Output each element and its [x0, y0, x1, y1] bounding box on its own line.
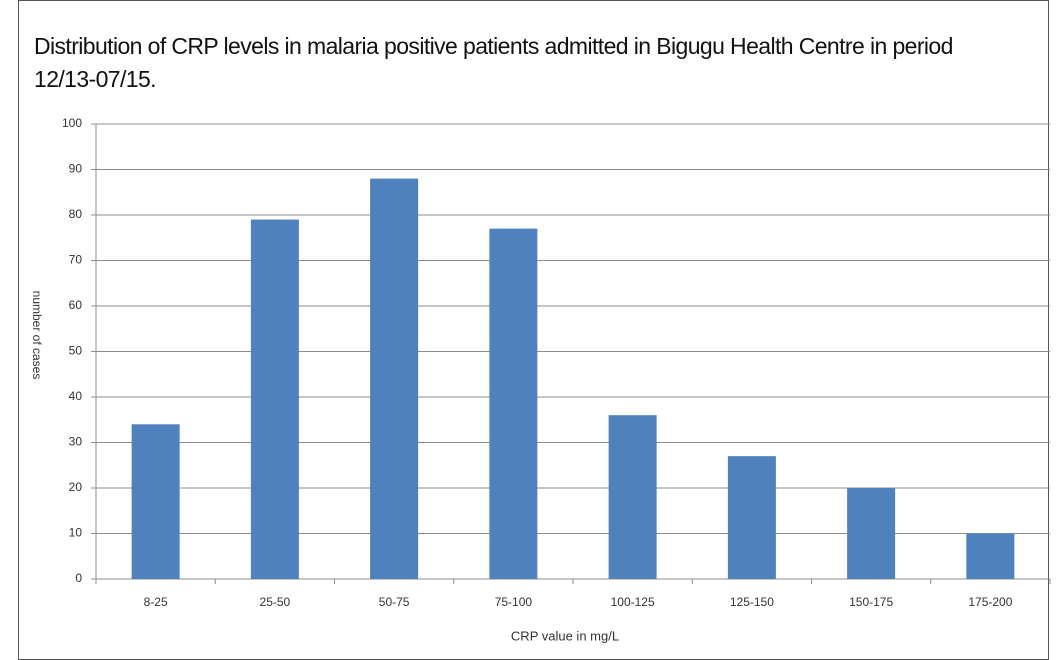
- bar: [489, 228, 538, 579]
- x-tick-label: 100-125: [611, 595, 655, 609]
- bar: [250, 219, 299, 580]
- x-tick-label: 150-175: [849, 595, 893, 609]
- y-tick-label: 90: [69, 162, 83, 176]
- y-tick-label: 100: [62, 116, 82, 130]
- y-tick-label: 80: [69, 207, 83, 221]
- bar: [370, 178, 419, 579]
- x-tick-label: 50-75: [379, 595, 410, 609]
- bar: [727, 456, 776, 579]
- y-tick-label: 40: [69, 389, 83, 403]
- bar: [608, 415, 657, 579]
- bar: [131, 424, 180, 579]
- x-axis-label: CRP value in mg/L: [511, 628, 619, 643]
- x-tick-label: 75-100: [495, 595, 533, 609]
- bar: [966, 533, 1015, 579]
- y-tick-label: 50: [69, 344, 83, 358]
- x-tick-label: 125-150: [730, 595, 774, 609]
- x-tick-label: 25-50: [260, 595, 291, 609]
- chart-title: Distribution of CRP levels in malaria po…: [34, 33, 953, 92]
- x-tick-label: 175-200: [968, 595, 1012, 609]
- y-tick-label: 10: [69, 526, 83, 540]
- x-tick-label: 8-25: [144, 595, 168, 609]
- bar: [847, 488, 896, 579]
- y-axis-label: number of cases: [30, 291, 44, 380]
- y-tick-label: 30: [69, 435, 83, 449]
- y-tick-label: 20: [69, 480, 83, 494]
- y-tick-label: 60: [69, 298, 83, 312]
- y-tick-label: 0: [75, 571, 82, 585]
- y-tick-label: 70: [69, 253, 83, 267]
